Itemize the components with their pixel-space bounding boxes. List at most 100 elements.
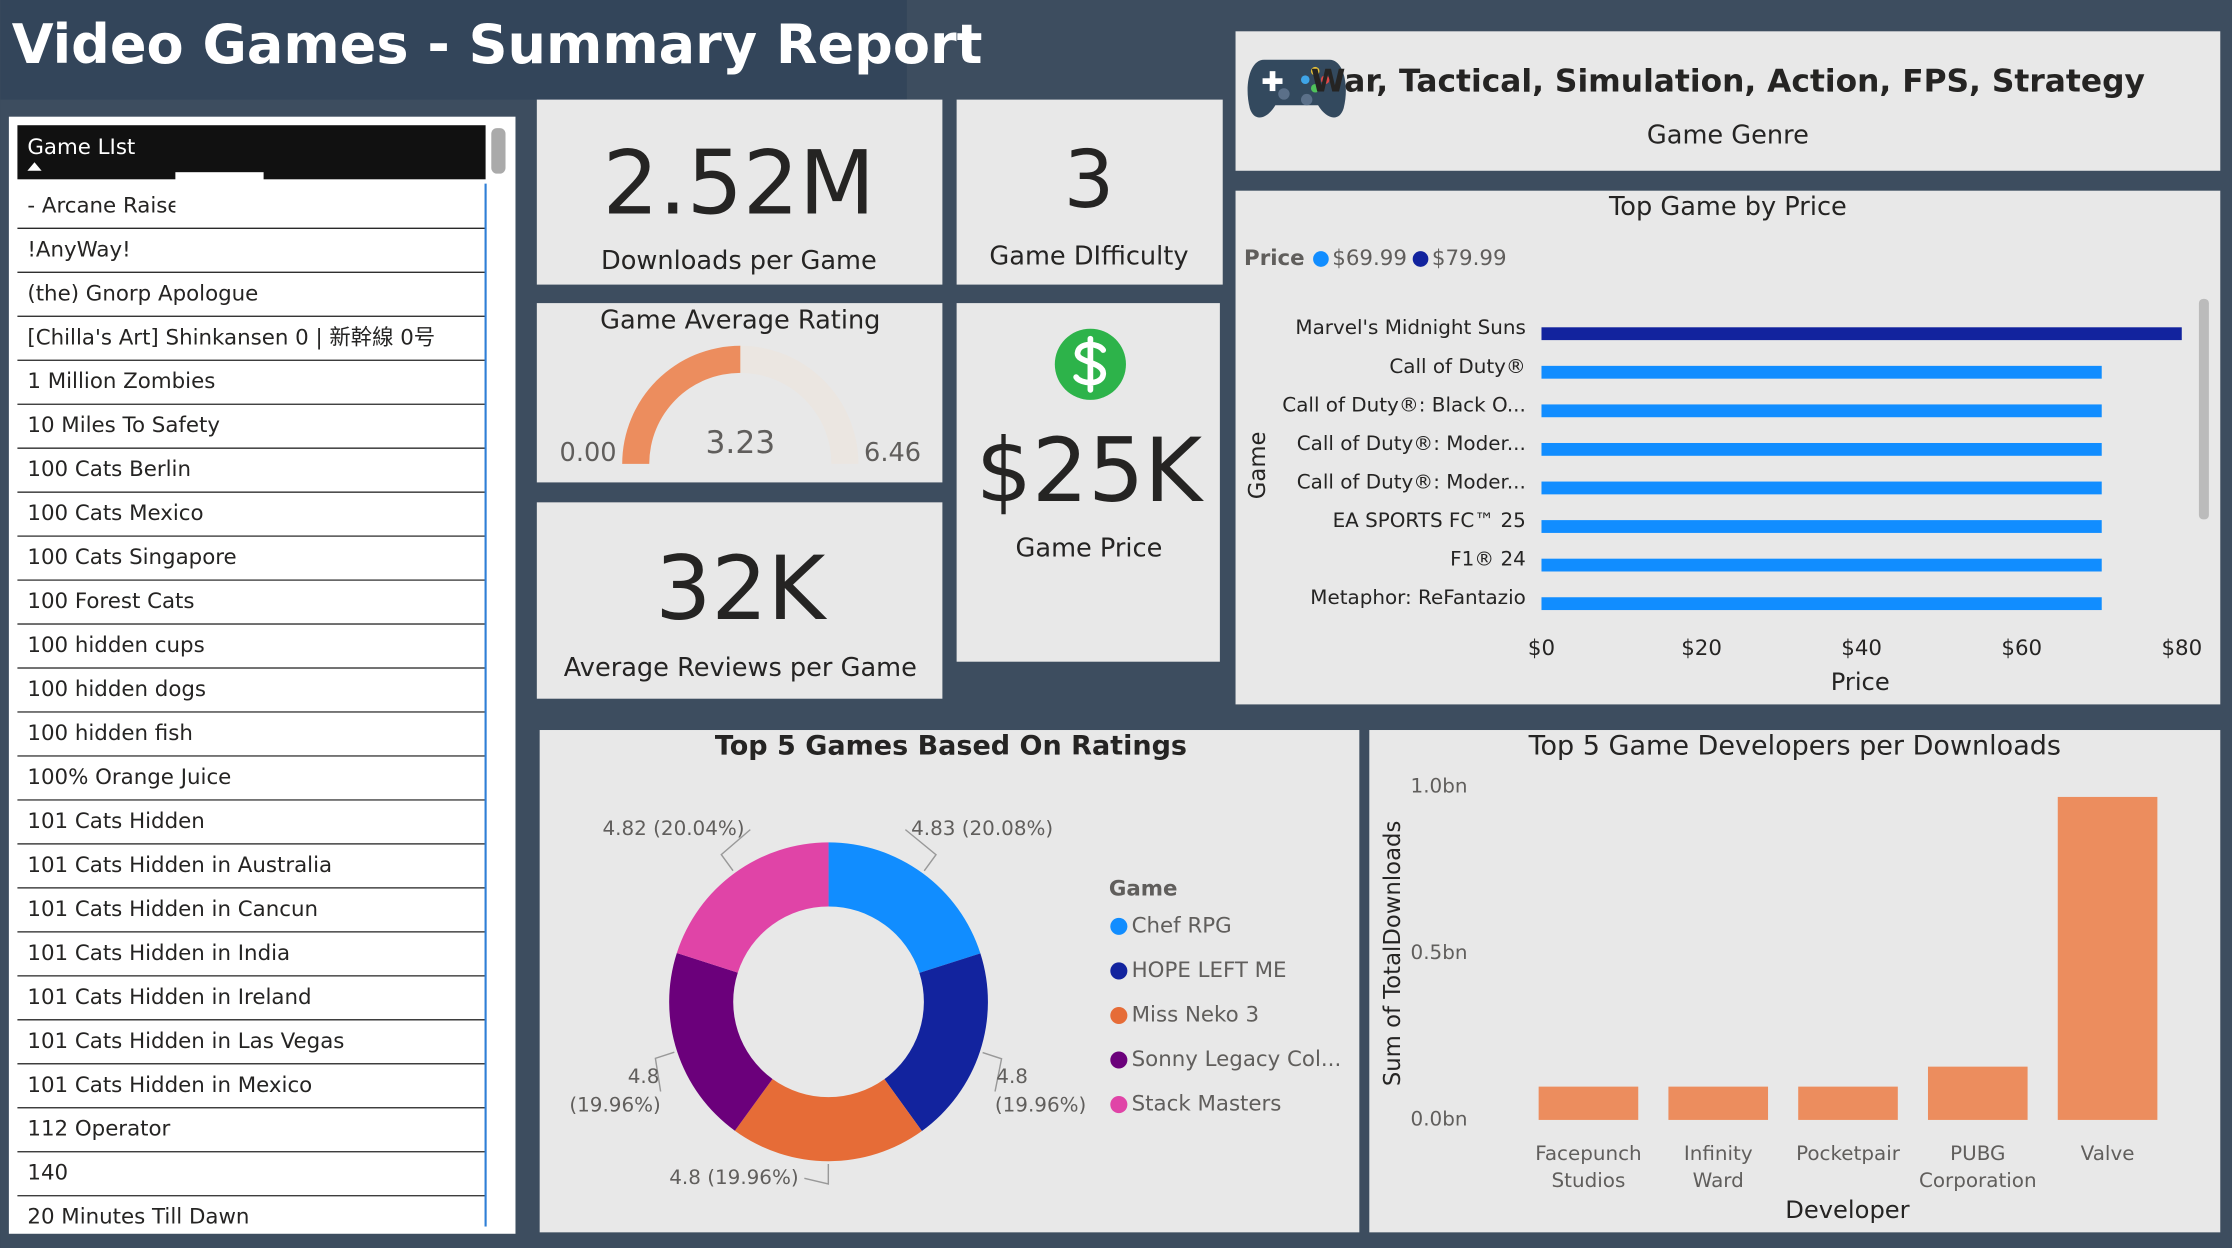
data-label: 4.83 (20.08%) <box>911 817 1053 840</box>
x-tick-label: Facepunch Studios <box>1535 1142 1641 1192</box>
list-row[interactable] <box>17 800 486 844</box>
list-row[interactable] <box>17 448 486 492</box>
x-tick-label: $20 <box>1681 636 1722 661</box>
legend-label[interactable]: $79.99 <box>1432 246 1507 271</box>
x-axis-title: Price <box>1831 668 1890 696</box>
donut-slice <box>669 952 773 1131</box>
list-item: 10 Miles To Safety <box>27 413 220 438</box>
x-tick-label: $40 <box>1841 636 1882 661</box>
donut-slice <box>676 842 829 973</box>
gauge-value <box>622 345 741 464</box>
x-tick-label: Pocketpair <box>1796 1142 1901 1165</box>
legend-marker <box>1412 251 1429 267</box>
list-row[interactable] <box>17 668 486 712</box>
legend-title: Price <box>1244 246 1305 271</box>
list-row[interactable] <box>17 228 486 272</box>
legend-marker <box>1110 917 1128 935</box>
y-tick-label: F1® 24 <box>1450 548 1526 571</box>
y-tick-label: Marvel's Midnight Suns <box>1295 316 1525 339</box>
chart-title: Top 5 Games Based On Ratings <box>715 731 1187 762</box>
legend-marker <box>1110 1096 1128 1114</box>
list-item: [Chilla's Art] Shinkansen 0 | 新幹線 0号 <box>27 325 435 350</box>
title-bar <box>0 0 907 100</box>
y-tick-label: Call of Duty®: Moder... <box>1297 432 1526 455</box>
list-row[interactable] <box>17 316 486 360</box>
chart-title: Top Game by Price <box>1608 192 1847 222</box>
list-row[interactable] <box>17 272 486 316</box>
list-item: 20 Minutes Till Dawn <box>27 1205 249 1230</box>
bar <box>1541 520 2102 533</box>
card-label: Downloads per Game <box>601 246 877 276</box>
leader-line <box>654 1051 675 1092</box>
list-row[interactable] <box>17 932 486 976</box>
leader-line <box>982 1051 1003 1092</box>
list-row[interactable] <box>17 536 486 580</box>
list-row[interactable] <box>17 1196 486 1239</box>
list-item: - Arcane Raise <box>27 193 180 218</box>
leader-line <box>904 829 937 872</box>
sort-icon <box>27 162 42 171</box>
list-row[interactable] <box>17 712 486 756</box>
bar <box>1541 558 2102 572</box>
list-item: 100 hidden fish <box>27 721 192 746</box>
list-row[interactable] <box>17 1020 486 1064</box>
list-row[interactable] <box>17 360 486 404</box>
legend-label[interactable]: $69.99 <box>1332 246 1407 271</box>
list-row[interactable] <box>17 1064 486 1108</box>
leader-line <box>720 829 751 872</box>
genre-value: War, Tactical, Simulation, Action, FPS, … <box>1311 64 2145 100</box>
list-row[interactable] <box>17 756 486 800</box>
y-tick-label: Call of Duty®: Moder... <box>1297 470 1526 493</box>
list-item: 101 Cats Hidden in Las Vegas <box>27 1029 344 1054</box>
legend-label[interactable]: Sonny Legacy Col... <box>1132 1047 1342 1072</box>
donut-slice <box>884 953 988 1131</box>
list-row[interactable] <box>17 976 486 1020</box>
legend-label[interactable]: Chef RPG <box>1132 913 1232 938</box>
list-row[interactable] <box>17 404 486 448</box>
list-row[interactable] <box>17 580 486 624</box>
card-value: $25K <box>976 419 1204 522</box>
list-row[interactable] <box>17 1108 486 1152</box>
gauge-tick-label: 6.46 <box>864 438 921 468</box>
x-tick-label: $60 <box>2001 636 2042 661</box>
y-tick-label: 0.0bn <box>1411 1107 1468 1130</box>
list-row[interactable] <box>17 888 486 932</box>
bar <box>1668 1086 1769 1120</box>
list-header-text[interactable]: Game LIst <box>27 135 135 160</box>
bar <box>2057 796 2158 1120</box>
gamepad-icon <box>1247 59 1346 118</box>
list-row[interactable] <box>17 624 486 668</box>
legend-label[interactable]: Miss Neko 3 <box>1132 1002 1259 1027</box>
scrollbar[interactable] <box>491 128 506 174</box>
dollar-sign <box>1073 335 1107 393</box>
legend-marker <box>1313 251 1329 267</box>
bar <box>1798 1086 1898 1120</box>
list-item: 101 Cats Hidden in Australia <box>27 853 332 878</box>
list-item: 100 hidden dogs <box>27 677 206 702</box>
chart-title: Game Average Rating <box>600 306 880 336</box>
list-row[interactable] <box>17 844 486 888</box>
legend-label[interactable]: Stack Masters <box>1132 1092 1282 1117</box>
legend-title: Game <box>1109 876 1178 901</box>
card-label: Game Price <box>1016 533 1163 563</box>
list-item: 140 <box>27 1161 68 1186</box>
list-item: 101 Cats Hidden in India <box>27 941 290 966</box>
genre-label: Game Genre <box>1647 121 1809 151</box>
list-item: 101 Cats Hidden in Ireland <box>27 985 311 1010</box>
y-axis-title: Sum of TotalDownloads <box>1380 821 1406 1086</box>
list-item: 112 Operator <box>27 1117 170 1142</box>
data-label: 4.8 (19.96%) <box>669 1166 798 1189</box>
scrollbar[interactable] <box>2198 298 2209 520</box>
legend-label[interactable]: HOPE LEFT ME <box>1132 958 1287 983</box>
list-row[interactable] <box>17 1152 486 1196</box>
chart-title: Top 5 Game Developers per Downloads <box>1528 731 2061 762</box>
list-item: 100 Cats Berlin <box>27 457 191 482</box>
card <box>536 502 943 699</box>
bar <box>1541 597 2102 611</box>
list-item: 100% Orange Juice <box>27 765 231 790</box>
card-value: 2.52M <box>603 132 876 235</box>
list-item: 100 Cats Singapore <box>27 545 236 570</box>
list-row[interactable] <box>17 492 486 536</box>
